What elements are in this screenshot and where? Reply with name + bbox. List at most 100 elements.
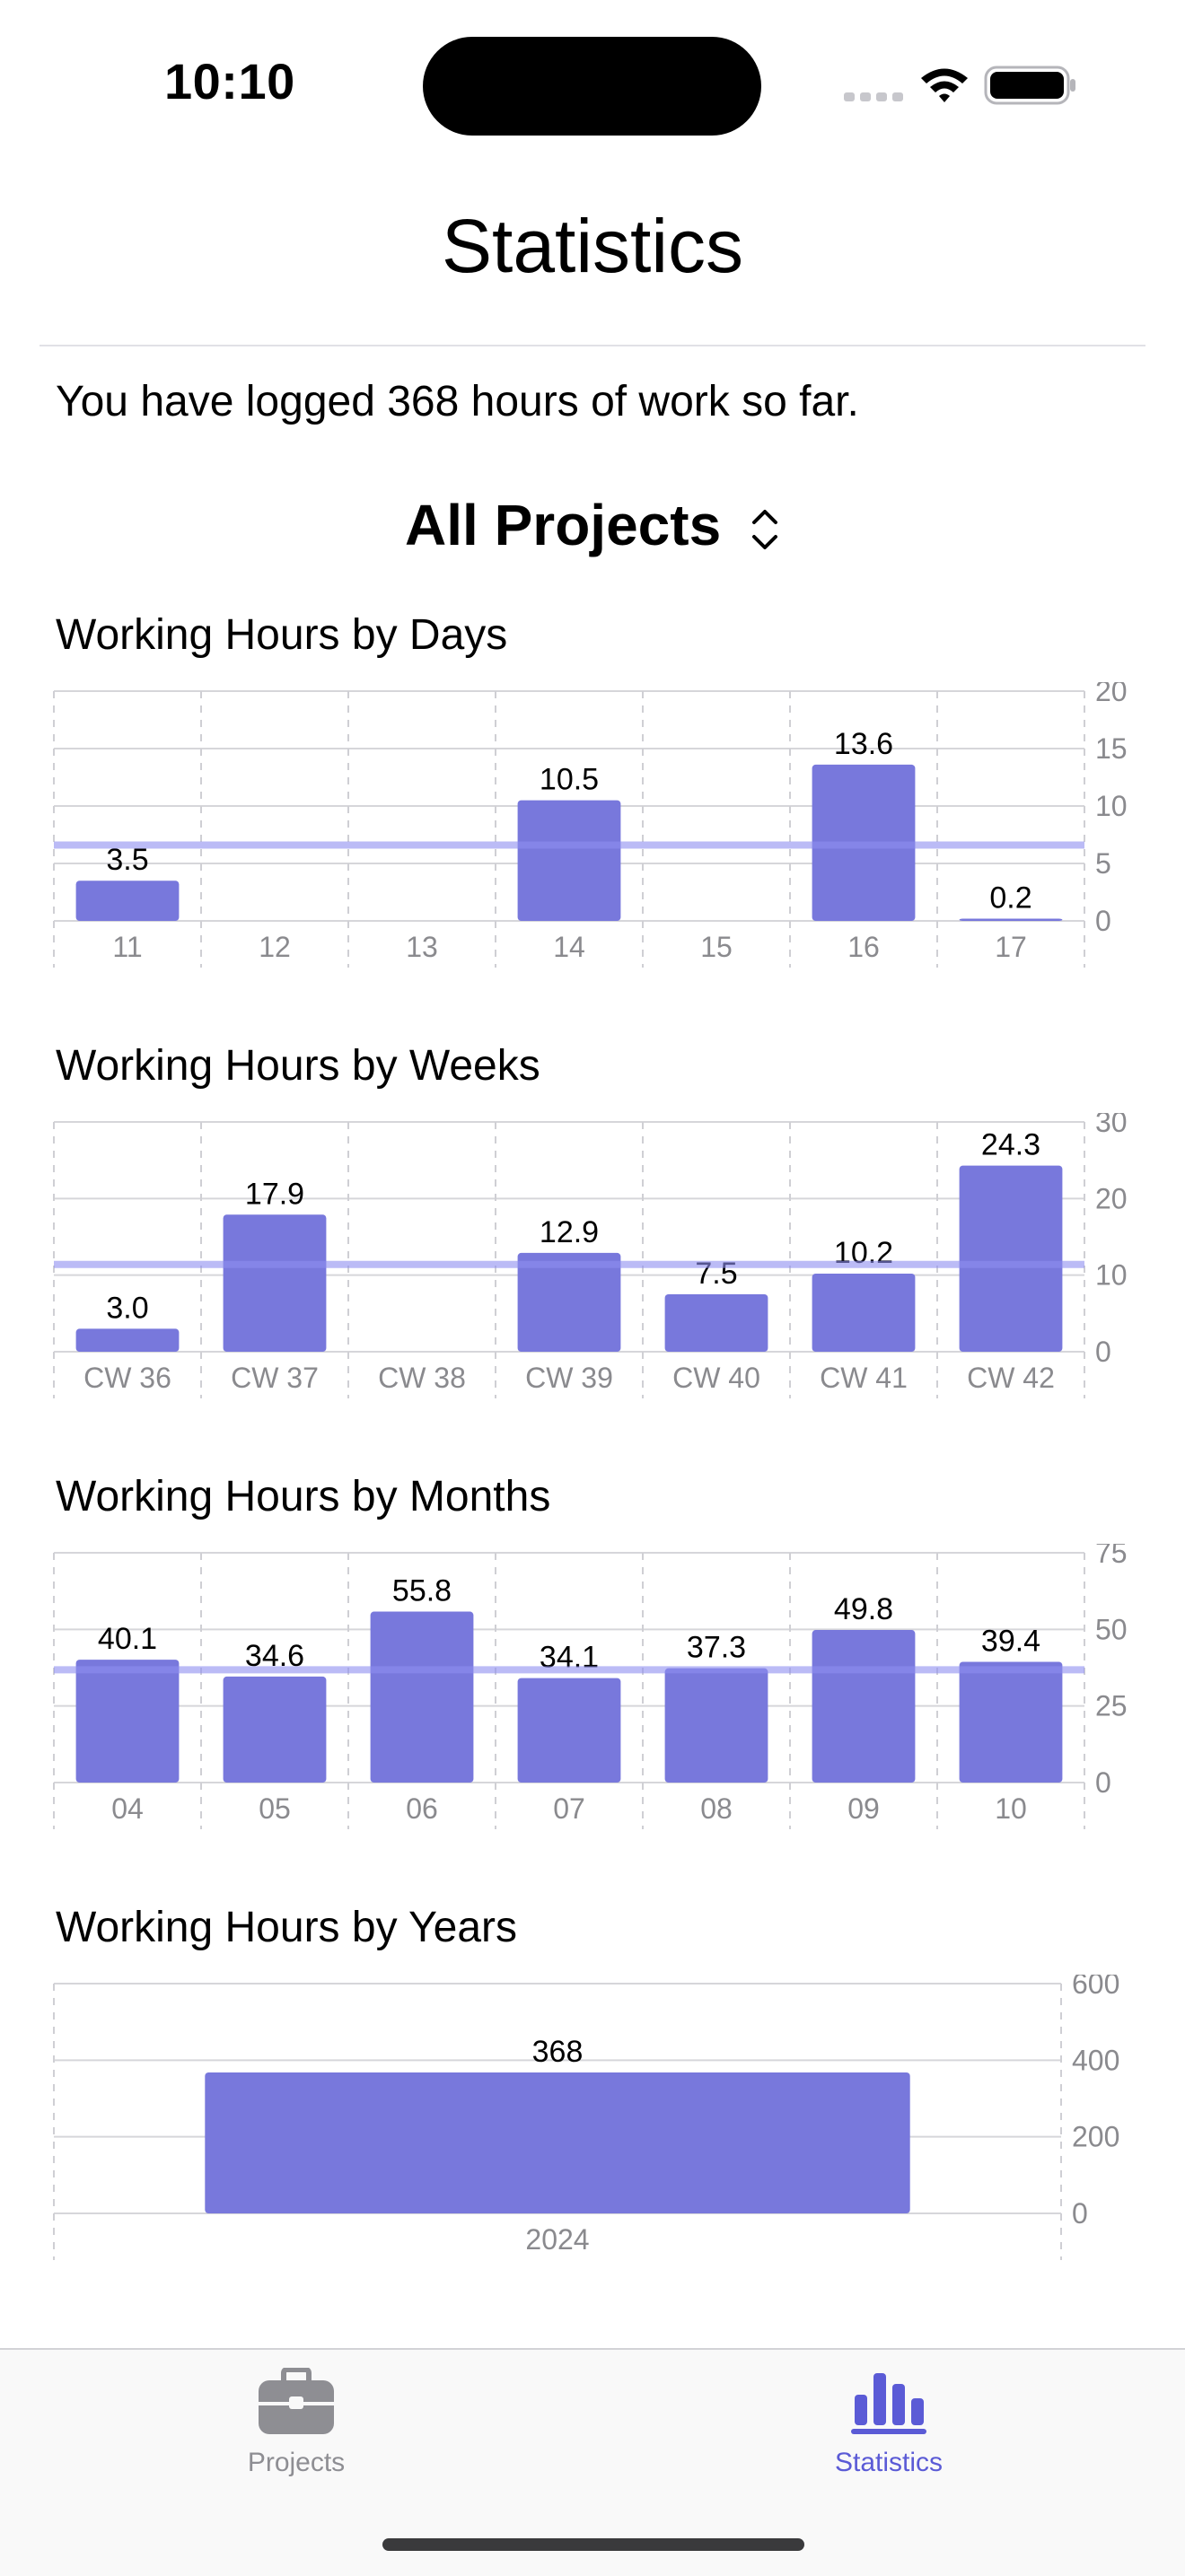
- bar-chart-icon: [851, 2373, 926, 2434]
- chart-days-svg: 0 5 10 15 20 3.5 11 12 13 10.5 14 15 13.6 16 0.2 17: [53, 682, 1128, 968]
- bar[interactable]: [205, 2072, 910, 2213]
- x-tick-label: 14: [553, 931, 585, 963]
- chart-days: 0 5 10 15 20 3.5 11 12 13 10.5 14 15 13.6 16 0.2 17: [0, 682, 1185, 978]
- bar-value-label: 39.4: [981, 1625, 1040, 1659]
- x-tick-label: 16: [847, 931, 880, 963]
- y-tick-label: 20: [1095, 1182, 1128, 1214]
- home-indicator: [382, 2538, 804, 2551]
- tab-bar: Projects Statistics: [0, 2348, 1185, 2576]
- bar-value-label: 55.8: [392, 1574, 452, 1608]
- y-tick-label: 10: [1095, 790, 1128, 822]
- bar[interactable]: [75, 1328, 180, 1352]
- tab-projects-label: Projects: [247, 2448, 346, 2477]
- y-tick-label: 75: [1095, 1544, 1128, 1569]
- x-tick-label: CW 38: [378, 1362, 466, 1394]
- chart-title-years: Working Hours by Years: [56, 1904, 518, 1951]
- chart-years-svg: 0 200 400 600 368 2024: [53, 1975, 1119, 2260]
- x-tick-label: CW 39: [525, 1362, 613, 1394]
- y-tick-label: 600: [1072, 1975, 1119, 2000]
- bar[interactable]: [223, 1214, 327, 1352]
- tab-statistics[interactable]: Statistics: [754, 2368, 1023, 2478]
- x-tick-label: 17: [995, 931, 1027, 963]
- page-title: Statistics: [441, 204, 744, 288]
- nav-divider: [40, 345, 1146, 346]
- bar[interactable]: [812, 1630, 916, 1783]
- chart-title-weeks: Working Hours by Weeks: [56, 1042, 540, 1090]
- x-tick-label: 07: [553, 1792, 585, 1825]
- y-tick-label: 10: [1095, 1259, 1128, 1292]
- y-tick-label: 15: [1095, 732, 1128, 765]
- x-tick-label: 12: [259, 931, 291, 963]
- x-tick-label: CW 37: [231, 1362, 319, 1394]
- bar[interactable]: [75, 881, 180, 921]
- bar-value-label: 3.5: [106, 843, 148, 877]
- chart-months-svg: 025507540.10434.60555.80634.10737.30849.…: [53, 1544, 1128, 1829]
- bar[interactable]: [517, 1252, 621, 1352]
- bar[interactable]: [517, 1678, 621, 1783]
- y-tick-label: 400: [1072, 2044, 1119, 2076]
- x-tick-label: 2024: [525, 2223, 589, 2256]
- x-tick-label: 15: [700, 931, 733, 963]
- summary-text: You have logged 368 hours of work so far…: [56, 378, 859, 425]
- bar-value-label: 24.3: [981, 1128, 1040, 1162]
- x-tick-label: 05: [259, 1792, 291, 1825]
- bar-value-label: 0.2: [989, 881, 1031, 915]
- y-tick-label: 20: [1095, 682, 1128, 707]
- bar-value-label: 3.0: [106, 1291, 148, 1325]
- bar[interactable]: [664, 1668, 768, 1783]
- x-tick-label: 10: [995, 1792, 1027, 1825]
- x-tick-label: 11: [112, 931, 142, 963]
- bar-value-label: 49.8: [834, 1592, 893, 1626]
- project-picker[interactable]: All Projects: [0, 492, 1185, 558]
- cellular-signal-icon: [844, 92, 903, 101]
- bar[interactable]: [812, 1273, 916, 1352]
- x-tick-label: 04: [111, 1792, 144, 1825]
- bar-value-label: 40.1: [98, 1622, 157, 1656]
- chart-months: 0 25 50 75 40.1 04 34.6 05 55.8 06 34.1 07 37.3 08 49.…: [0, 1544, 1185, 1840]
- y-tick-label: 0: [1095, 1336, 1111, 1368]
- x-tick-label: 06: [406, 1792, 438, 1825]
- chart-title-months: Working Hours by Months: [56, 1473, 551, 1520]
- y-tick-label: 30: [1095, 1113, 1128, 1138]
- y-tick-label: 0: [1095, 905, 1111, 937]
- battery-icon: [984, 66, 1075, 105]
- y-tick-label: 50: [1095, 1613, 1128, 1645]
- status-icons: [844, 63, 1077, 108]
- y-tick-label: 0: [1072, 2197, 1088, 2230]
- x-tick-label: 09: [847, 1792, 880, 1825]
- bar[interactable]: [959, 1165, 1063, 1352]
- bar[interactable]: [959, 918, 1063, 921]
- x-tick-label: CW 40: [672, 1362, 760, 1394]
- tab-projects[interactable]: Projects: [162, 2367, 431, 2478]
- bar-value-label: 13.6: [834, 727, 893, 761]
- bar-value-label: 37.3: [687, 1631, 746, 1665]
- bar[interactable]: [223, 1676, 327, 1783]
- wifi-icon: [921, 68, 968, 102]
- tab-statistics-label: Statistics: [834, 2448, 944, 2477]
- project-picker-label: All Projects: [405, 493, 722, 557]
- y-tick-label: 200: [1072, 2121, 1119, 2153]
- y-tick-label: 25: [1095, 1690, 1128, 1722]
- bar[interactable]: [370, 1611, 474, 1783]
- bar[interactable]: [664, 1294, 768, 1352]
- status-time: 10:10: [164, 53, 295, 110]
- bar[interactable]: [959, 1661, 1063, 1783]
- x-tick-label: CW 42: [967, 1362, 1055, 1394]
- dynamic-island: [423, 37, 761, 136]
- chart-years: 0 200 400 600 368 2024: [0, 1975, 1185, 2271]
- bar-value-label: 12.9: [540, 1215, 599, 1249]
- x-tick-label: CW 41: [820, 1362, 908, 1394]
- bar[interactable]: [75, 1660, 180, 1783]
- x-tick-label: 08: [700, 1792, 733, 1825]
- y-tick-label: 5: [1095, 847, 1111, 880]
- chevron-up-down-icon: [751, 510, 777, 550]
- briefcase-icon: [259, 2367, 334, 2434]
- chart-weeks: 0 10 20 30 3.0 CW 36 17.9 CW 37 CW 38 12.9 CW 39 7.…: [0, 1113, 1185, 1409]
- status-bar: 10:10: [0, 0, 1185, 171]
- x-tick-label: CW 36: [83, 1362, 171, 1394]
- y-tick-label: 0: [1095, 1766, 1111, 1799]
- chart-title-days: Working Hours by Days: [56, 611, 508, 659]
- bar[interactable]: [517, 800, 621, 921]
- bar-value-label: 368: [532, 2035, 584, 2069]
